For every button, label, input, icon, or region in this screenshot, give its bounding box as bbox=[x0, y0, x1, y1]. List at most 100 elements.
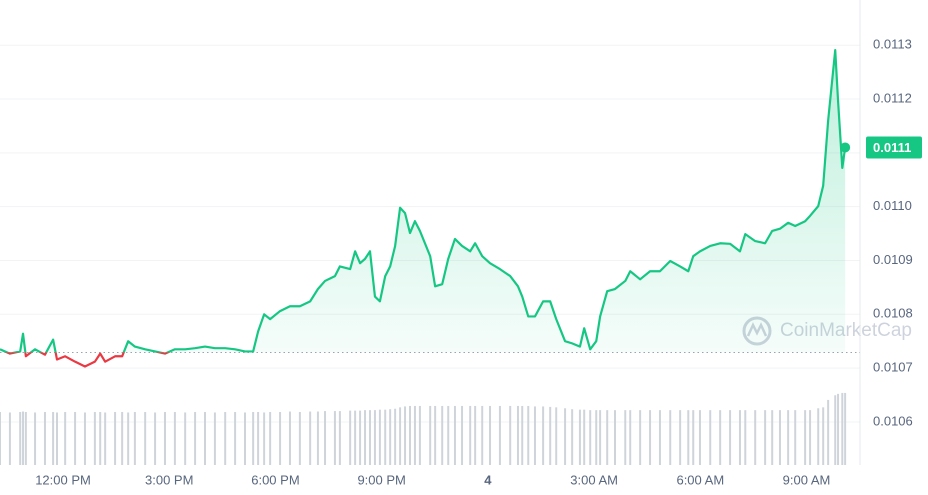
volume-bar bbox=[817, 408, 820, 465]
volume-bar bbox=[841, 392, 844, 465]
volume-bar bbox=[764, 410, 767, 465]
volume-bar bbox=[34, 412, 37, 465]
volume-bar bbox=[408, 405, 411, 465]
last-point bbox=[840, 142, 851, 153]
volume-bar bbox=[498, 405, 501, 465]
volume-bar bbox=[394, 408, 397, 465]
volume-bar bbox=[324, 411, 327, 465]
volume-bar bbox=[24, 411, 27, 465]
volume-bar bbox=[481, 405, 484, 465]
volume-bar bbox=[521, 405, 524, 465]
volume-bar bbox=[822, 407, 825, 465]
volume-bar bbox=[378, 409, 381, 465]
volume-bar bbox=[583, 409, 586, 465]
volume-bar bbox=[794, 410, 797, 465]
volume-bar bbox=[413, 405, 416, 465]
volume-bar bbox=[669, 410, 672, 465]
volume-bar bbox=[754, 410, 757, 465]
y-tick-label: 0.0110 bbox=[873, 198, 912, 213]
volume-bar bbox=[288, 411, 291, 465]
volume-bar bbox=[368, 410, 371, 465]
volume-bar bbox=[93, 411, 96, 465]
volume-bar bbox=[121, 411, 124, 465]
volume-bar bbox=[649, 410, 652, 465]
volume-bar bbox=[516, 405, 519, 465]
volume-bar bbox=[19, 411, 22, 465]
volume-bar bbox=[163, 411, 166, 465]
volume-bar bbox=[338, 411, 341, 465]
volume-bar bbox=[809, 410, 812, 465]
volume-bar bbox=[434, 405, 437, 465]
volume-bar bbox=[316, 411, 319, 465]
volume-bar bbox=[203, 411, 206, 465]
price-badge-label: 0.0111 bbox=[873, 140, 911, 155]
volume-bar bbox=[837, 393, 840, 465]
volume-bar bbox=[698, 410, 701, 465]
volume-bar bbox=[658, 410, 661, 465]
volume-bar bbox=[629, 410, 632, 465]
volume-bar bbox=[173, 411, 176, 465]
volume-bar bbox=[692, 410, 695, 465]
volume-bar bbox=[589, 410, 592, 465]
volume-bar bbox=[542, 406, 545, 465]
volume-bar bbox=[184, 412, 187, 465]
volume-bar bbox=[354, 410, 357, 465]
volume-bar bbox=[827, 399, 830, 465]
volume-bar bbox=[52, 411, 55, 465]
volume-bar bbox=[263, 412, 266, 465]
volume-bar bbox=[8, 412, 11, 465]
volume-bar bbox=[771, 410, 774, 465]
volume-bar bbox=[738, 410, 741, 465]
price-area bbox=[0, 50, 846, 353]
volume-bar bbox=[74, 411, 77, 465]
volume-bar bbox=[429, 405, 432, 465]
volume-bar bbox=[709, 410, 712, 465]
volume-bar bbox=[104, 412, 107, 465]
volume-bar bbox=[564, 408, 567, 465]
volume-bar bbox=[533, 406, 536, 465]
volume-bar bbox=[606, 410, 609, 465]
volume-bar bbox=[224, 411, 227, 465]
volume-bar bbox=[474, 405, 477, 465]
y-tick-label: 0.0109 bbox=[873, 252, 913, 267]
volume-bar bbox=[279, 411, 282, 465]
y-tick-label: 0.0107 bbox=[873, 360, 913, 375]
volume-bar bbox=[787, 410, 790, 465]
volume-bar bbox=[22, 411, 25, 465]
volume-bar bbox=[244, 412, 247, 465]
volume-bar bbox=[489, 405, 492, 465]
volume-bar bbox=[333, 411, 336, 465]
y-tick-label: 0.0113 bbox=[873, 37, 912, 52]
volume-bar bbox=[461, 405, 464, 465]
volume-bar bbox=[453, 405, 456, 465]
volume-bar bbox=[213, 412, 216, 465]
price-badge bbox=[866, 136, 922, 159]
volume-bar bbox=[133, 411, 136, 465]
volume-bar bbox=[469, 405, 472, 465]
volume-bar bbox=[804, 410, 807, 465]
volume-bar bbox=[687, 410, 690, 465]
volume-bar bbox=[613, 410, 616, 465]
volume-bar bbox=[349, 410, 352, 465]
volume-bar bbox=[389, 409, 392, 465]
volume-bar bbox=[0, 411, 1, 465]
volume-bar bbox=[844, 392, 847, 465]
volume-bar bbox=[56, 412, 59, 465]
volume-bar bbox=[99, 411, 102, 465]
volume-bar bbox=[269, 411, 272, 465]
x-tick-label: 3:00 PM bbox=[145, 472, 193, 487]
x-tick-label: 6:00 PM bbox=[251, 472, 299, 487]
volume-bar bbox=[418, 405, 421, 465]
volume-bar bbox=[447, 405, 450, 465]
volume-bar bbox=[571, 409, 574, 465]
x-tick-label: 4 bbox=[484, 472, 492, 487]
volume-bar bbox=[43, 411, 46, 465]
volume-bar bbox=[679, 410, 682, 465]
volume-bar bbox=[359, 410, 362, 465]
volume-bar bbox=[778, 410, 781, 465]
volume-bar bbox=[729, 410, 732, 465]
volume-bar bbox=[234, 411, 237, 465]
volume-bar bbox=[309, 411, 312, 465]
volume-bar bbox=[834, 395, 837, 465]
